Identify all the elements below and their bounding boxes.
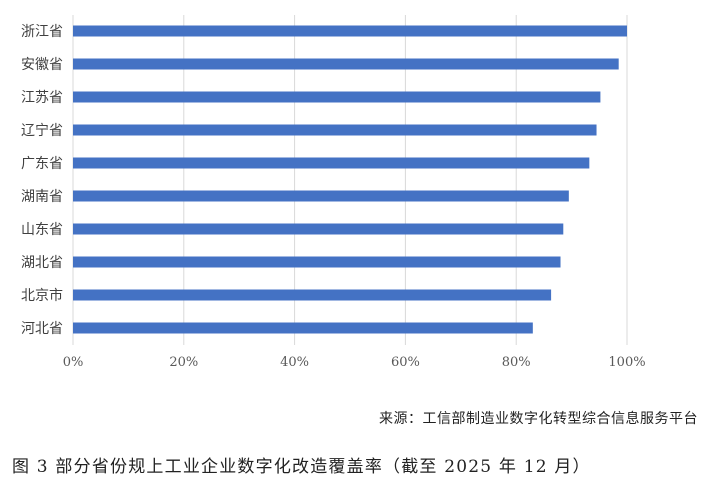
category-label: 湖北省: [21, 255, 63, 271]
category-label: 广东省: [21, 156, 63, 172]
bar: [73, 124, 597, 136]
category-label: 江苏省: [21, 90, 63, 106]
x-tick-label: 20%: [169, 355, 198, 370]
x-tick-labels: 0% 20% 40% 60% 80% 100%: [63, 355, 646, 370]
bar: [73, 289, 552, 301]
category-label: 浙江省: [21, 24, 63, 40]
bars: [73, 25, 627, 334]
x-tick-label: 80%: [502, 355, 531, 370]
bar: [73, 190, 569, 202]
category-label: 山东省: [21, 222, 63, 238]
x-tick-label: 0%: [63, 355, 84, 370]
category-label: 辽宁省: [21, 122, 63, 139]
bar: [73, 25, 627, 37]
category-label: 湖南省: [21, 189, 63, 205]
bar: [73, 322, 533, 334]
x-tick-label: 60%: [391, 355, 420, 370]
x-tick-label: 40%: [280, 355, 309, 370]
bar: [73, 223, 564, 235]
category-label: 安徽省: [21, 57, 63, 73]
category-label: 河北省: [21, 321, 63, 337]
figure-caption: 图 3 部分省份规上工业企业数字化改造覆盖率（截至 2025 年 12 月）: [12, 457, 591, 477]
bar: [73, 58, 619, 70]
bar: [73, 256, 561, 268]
source-note: 来源：工信部制造业数字化转型综合信息服务平台: [379, 411, 698, 427]
category-label: 北京市: [21, 287, 63, 304]
x-tick-label: 100%: [608, 355, 645, 370]
bar: [73, 91, 601, 103]
bar: [73, 157, 590, 169]
